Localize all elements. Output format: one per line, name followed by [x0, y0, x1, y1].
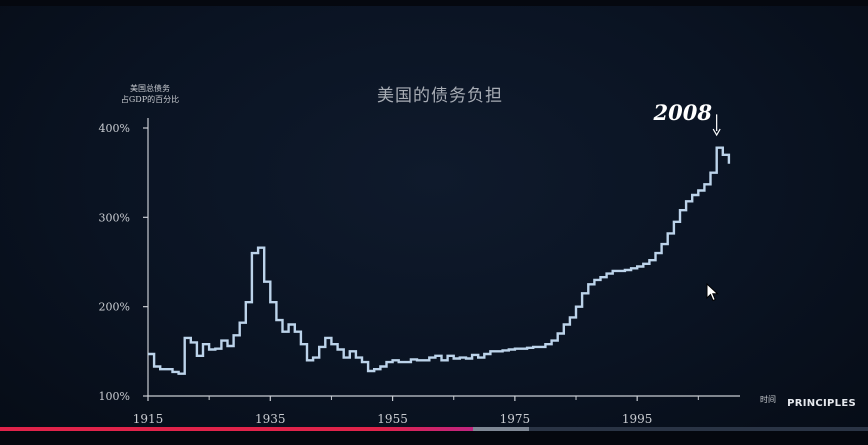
y-axis-label: 占GDP的百分比: [121, 94, 179, 104]
x-tick-label: 1955: [377, 412, 408, 426]
x-tick-label: 1975: [500, 412, 531, 426]
annotation-arrow-head-icon: [712, 128, 721, 137]
played-bar: [0, 427, 474, 431]
y-tick-label: 200%: [99, 301, 130, 314]
annotation-label: 2008: [653, 100, 713, 125]
chart-title: 美国的债务负担: [377, 86, 503, 106]
top-edge: [0, 0, 868, 6]
x-tick-label: 1915: [133, 412, 164, 426]
debt-chart: 100% 200% 300% 400% 1915 1935 1955 1975 1995 美国的债…: [99, 83, 776, 426]
x-tick-label: 1995: [622, 412, 653, 426]
x-tick-label: 1935: [255, 412, 286, 426]
debt-series-line: [148, 146, 731, 375]
video-progress-bar[interactable]: [0, 427, 868, 431]
brand-label: PRINCIPLES: [787, 398, 856, 409]
mouse-cursor-icon: [706, 283, 719, 302]
controls-strip: [0, 431, 868, 445]
y-tick-label: 300%: [99, 211, 130, 224]
annotation-arrow-line: [716, 114, 718, 131]
y-tick-label: 400%: [99, 122, 130, 135]
y-axis-label: 美国总债务: [130, 83, 170, 93]
x-axis-label: 时间: [760, 394, 776, 404]
y-tick-label: 100%: [99, 390, 130, 403]
